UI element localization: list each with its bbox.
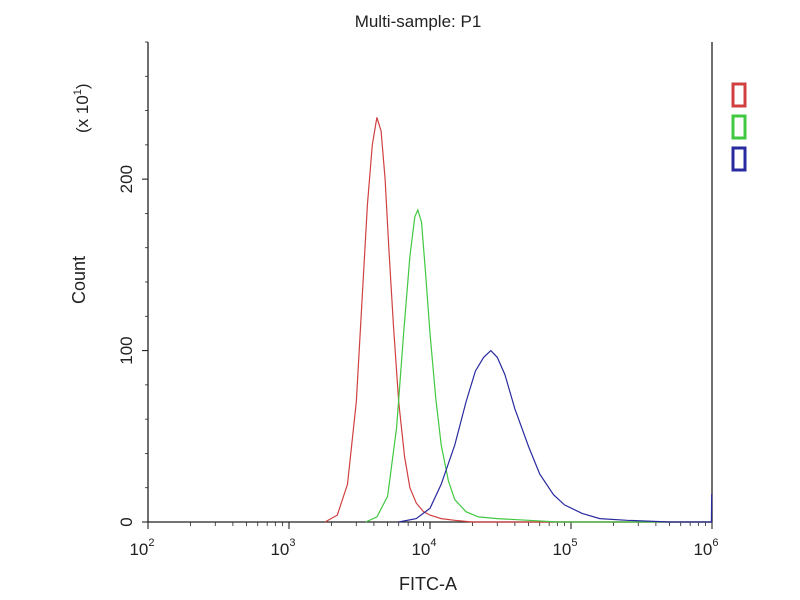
x-tick-labels: 102 103 104 105 106 [129, 537, 718, 559]
plot-frame [147, 42, 713, 523]
x-tick-label: 102 [129, 537, 154, 559]
y-multiplier-text: (x 101) [72, 83, 92, 133]
y-multiplier-exp: 1 [72, 89, 84, 95]
legend-swatch [731, 82, 747, 108]
y-tick-label: 0 [117, 517, 136, 526]
y-multiplier-close: ) [73, 83, 92, 89]
x-tick-base: 10 [693, 540, 712, 559]
x-tick-base: 10 [129, 540, 148, 559]
legend-swatch [731, 114, 747, 140]
y-multiplier-base: (x 10 [73, 95, 92, 133]
x-tick-base: 10 [411, 540, 430, 559]
histogram-series [324, 117, 713, 523]
chart-title: Multi-sample: P1 [355, 12, 482, 31]
x-tick-exp: 6 [712, 537, 718, 549]
histogram-curve [398, 349, 713, 523]
x-tick-label: 105 [552, 537, 577, 559]
x-tick-base: 10 [552, 540, 571, 559]
histogram-curve [365, 208, 712, 523]
x-tick-exp: 3 [289, 537, 295, 549]
x-tick-exp: 5 [571, 537, 577, 549]
legend [731, 82, 747, 172]
x-tick-exp: 2 [148, 537, 154, 549]
x-tick-base: 10 [270, 540, 289, 559]
x-tick-label: 104 [411, 537, 436, 559]
y-axis-label: Count [69, 256, 89, 304]
histogram-curve [324, 117, 712, 523]
x-tick-exp: 4 [430, 537, 436, 549]
legend-swatch [731, 146, 747, 172]
y-multiplier-label: (x 101) [72, 83, 92, 133]
x-axis-label: FITC-A [399, 574, 457, 594]
x-tick-label: 103 [270, 537, 295, 559]
y-tick-label: 200 [117, 165, 136, 193]
x-tick-label: 106 [693, 537, 718, 559]
y-tick-labels: 0 100 200 [117, 165, 136, 527]
y-tick-label: 100 [117, 336, 136, 364]
axis-ticks [142, 41, 713, 529]
